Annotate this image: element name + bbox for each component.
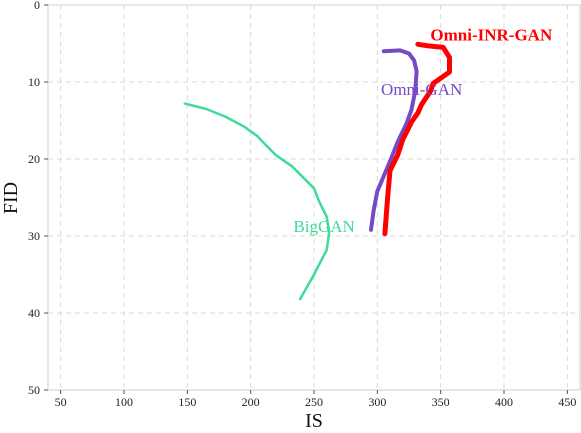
y-tick-label: 10 <box>28 75 40 89</box>
y-tick-label: 0 <box>34 0 40 12</box>
omni-gan-line <box>369 48 419 232</box>
axis-ticks: 50 100 150 200 250 300 350 400 450 0 10 20 30 40 50 <box>28 0 576 409</box>
grid <box>48 4 580 391</box>
x-tick-label: 400 <box>495 395 513 409</box>
omni-inr-gan-line <box>382 41 452 237</box>
x-axis-title: IS <box>305 410 323 432</box>
y-tick-label: 50 <box>28 383 40 397</box>
x-tick-label: 200 <box>242 395 260 409</box>
y-axis-title: FID <box>0 182 22 214</box>
y-tick-label: 30 <box>28 229 40 243</box>
x-tick-label: 150 <box>178 395 196 409</box>
x-tick-label: 450 <box>558 395 576 409</box>
omni-gan-label: Omni-GAN <box>381 80 462 99</box>
series-labels: BigGAN Omni-GAN Omni-INR-GAN <box>293 25 553 236</box>
x-tick-label: 50 <box>55 395 67 409</box>
biggan-label: BigGAN <box>293 217 354 236</box>
y-tick-label: 40 <box>28 306 40 320</box>
x-tick-label: 300 <box>368 395 386 409</box>
biggan-line <box>183 102 331 301</box>
x-tick-label: 350 <box>432 395 450 409</box>
x-tick-label: 100 <box>115 395 133 409</box>
y-tick-label: 20 <box>28 152 40 166</box>
x-tick-label: 250 <box>305 395 323 409</box>
omni-inr-gan-label: Omni-INR-GAN <box>430 25 553 44</box>
series-layer <box>183 41 452 301</box>
